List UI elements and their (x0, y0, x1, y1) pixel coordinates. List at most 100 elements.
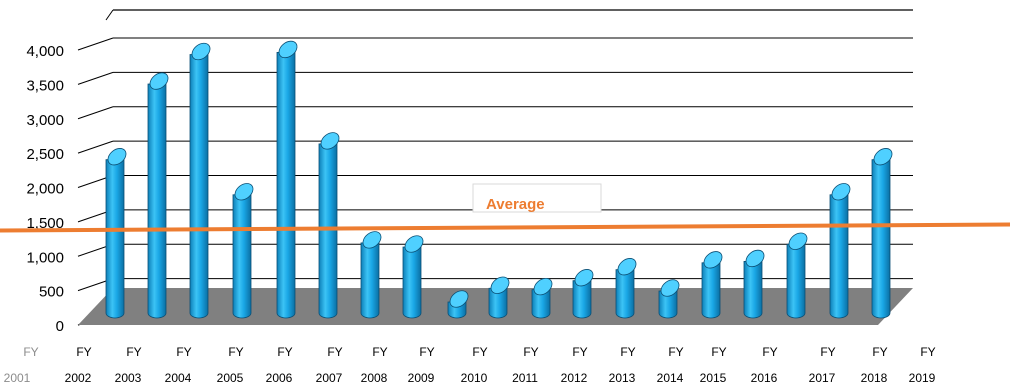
bar-top (660, 279, 680, 297)
x-tick-label: 2008 (361, 371, 388, 385)
gridline-diagonal (77, 140, 114, 154)
gridline-diagonal (105, 9, 114, 21)
x-tick-label: 2005 (217, 371, 244, 385)
bar-top (574, 269, 594, 287)
x-tick-label: FY (23, 345, 38, 359)
bar (615, 258, 637, 319)
x-tick-label: FY (372, 345, 387, 359)
bar-top (490, 276, 510, 294)
average-line (0, 222, 1010, 233)
x-tick-label: 2013 (609, 371, 636, 385)
x-tick-label: FY (762, 345, 777, 359)
x-tick-label: 2012 (561, 371, 588, 385)
y-tick-label: 1,000 (26, 249, 64, 266)
y-tick-label: 2,500 (26, 146, 64, 163)
x-tick-label: FY (327, 345, 342, 359)
x-tick-label: FY (76, 345, 91, 359)
x-tick-label: 2001 (4, 371, 31, 385)
bar (572, 269, 594, 319)
x-tick-label: 2016 (751, 371, 778, 385)
bar (105, 148, 127, 319)
x-tick-label: FY (572, 345, 587, 359)
x-tick-label: FY (126, 345, 141, 359)
bar-top (149, 72, 169, 90)
bar-top (745, 249, 765, 268)
bar-body (786, 243, 806, 319)
bar-top (873, 148, 893, 166)
bar (701, 251, 723, 319)
x-tick-label: 2019 (909, 371, 936, 385)
bar-top (617, 258, 637, 276)
y-tick-label: 4,000 (26, 43, 64, 60)
y-tick-label: 3,000 (26, 112, 64, 129)
bar (232, 183, 254, 319)
y-tick-label: 3,500 (26, 77, 64, 94)
average-overlay: Average (0, 183, 1010, 233)
bar-top (362, 231, 382, 249)
bar-body (189, 54, 209, 319)
x-tick-label: 2002 (65, 371, 92, 385)
bar-body (615, 269, 635, 319)
x-tick-label: FY (711, 345, 726, 359)
bar-top (278, 40, 298, 59)
bar-body (360, 242, 380, 319)
bars (105, 40, 893, 319)
bar-top (234, 183, 254, 201)
bar-body (829, 194, 849, 319)
x-tick-label: FY (920, 345, 935, 359)
bar (743, 249, 765, 319)
bar-top (831, 183, 851, 201)
bar-body (531, 289, 551, 319)
bar (276, 40, 298, 319)
bar-top (533, 277, 553, 296)
bar (488, 276, 510, 319)
x-tick-label: 2004 (165, 371, 192, 385)
bar (786, 232, 808, 319)
bar-top (107, 148, 127, 166)
x-tick-label: FY (820, 345, 835, 359)
bar-body (105, 159, 125, 319)
bar (360, 231, 382, 319)
bar-body (276, 52, 296, 319)
bar (147, 72, 169, 319)
bar-top (788, 232, 808, 250)
bar-top (191, 42, 211, 61)
bar-body (871, 159, 891, 319)
gridline-diagonal (77, 71, 114, 85)
x-tick-label: 2018 (861, 371, 888, 385)
x-tick-label: FY (668, 345, 683, 359)
bar-top (320, 132, 340, 150)
x-tick-label: FY (176, 345, 191, 359)
x-tick-label: 2017 (809, 371, 836, 385)
gridline-diagonal (77, 37, 114, 51)
x-tick-label: FY (620, 345, 635, 359)
y-tick-label: 1,500 (26, 215, 64, 232)
y-tick-label: 2,000 (26, 181, 64, 198)
x-tick-label: FY (872, 345, 887, 359)
average-label-box (472, 183, 602, 213)
x-tick-label: 2015 (700, 371, 727, 385)
bar-body (232, 194, 252, 319)
x-tick-label: 2003 (115, 371, 142, 385)
bar (318, 132, 340, 319)
bar (658, 279, 680, 319)
bar (402, 235, 424, 319)
y-tick-label: 0 (56, 318, 64, 335)
bar (531, 277, 553, 319)
bar-body (318, 143, 338, 319)
x-tick-label: FY (472, 345, 487, 359)
bar-body (572, 280, 592, 319)
gridline-diagonal (77, 106, 114, 120)
x-tick-label: 2011 (512, 371, 538, 385)
x-tick-label: 2014 (657, 371, 684, 385)
bar (189, 42, 211, 319)
bar-body (147, 83, 167, 319)
y-axis-ticks: 0 500 1,000 1,500 2,000 2,500 3,000 3,500 4,000 (26, 43, 64, 335)
bar-top (404, 235, 424, 253)
x-tick-label: 2007 (316, 371, 343, 385)
x-tick-label: 2006 (266, 371, 293, 385)
x-axis-labels: FY 2001 FY 2002 FY 2003 FY 2004 FY 2005 FY 2006 FY 20… (4, 345, 936, 385)
bar (447, 290, 469, 319)
bar (871, 148, 893, 319)
